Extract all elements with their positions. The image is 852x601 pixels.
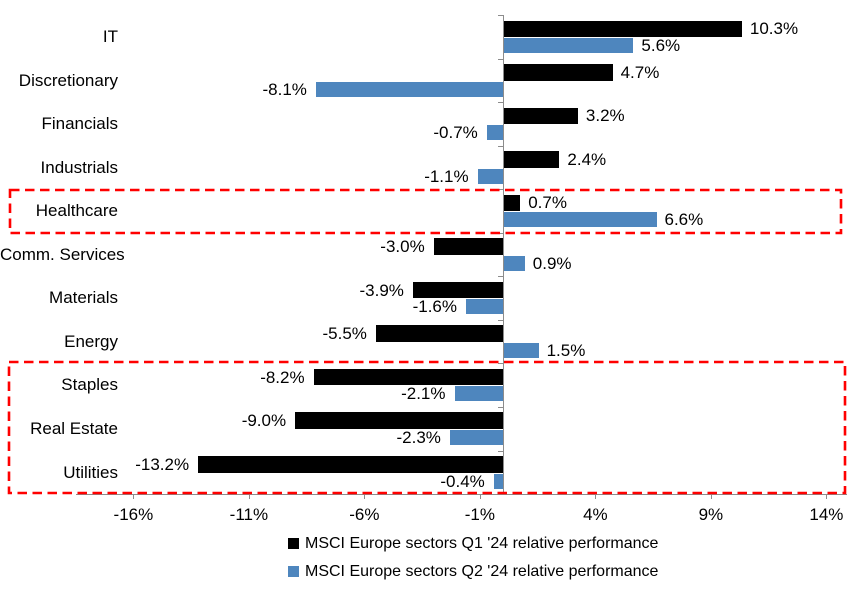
legend-label-q1: MSCI Europe sectors Q1 '24 relative perf… — [305, 535, 659, 552]
x-tick-label-neg16pct: -16% — [113, 505, 154, 524]
y-axis-tick — [498, 363, 503, 365]
value-label-q1-utilities: -13.2% — [135, 454, 190, 474]
y-axis-tick — [498, 58, 503, 60]
bar-q1-materials — [412, 281, 503, 299]
x-tick-label-neg6pct: -6% — [349, 505, 380, 524]
value-label-q1-energy: -5.5% — [322, 324, 367, 344]
bar-q2-energy — [504, 342, 539, 358]
category-label-staples: Staples — [61, 375, 118, 395]
category-label-it: IT — [102, 27, 118, 46]
bar-q1-industrials — [504, 151, 560, 168]
y-axis-line — [503, 15, 504, 494]
bar-q2-real-estate — [449, 429, 503, 445]
bar-q2-staples — [454, 386, 503, 402]
bar-q2-it — [504, 38, 634, 53]
value-label-q1-it: 10.3% — [749, 19, 799, 39]
bar-q2-utilities — [493, 473, 503, 489]
legend-swatch-q1-icon — [288, 538, 299, 549]
bar-q2-healthcare — [504, 212, 657, 228]
legend-item-q1: MSCI Europe sectors Q1 '24 relative perf… — [288, 534, 658, 553]
category-label-energy: Energy — [64, 331, 118, 351]
value-label-q1-discretionary: 4.7% — [620, 62, 660, 82]
value-label-q1-industrials: 2.4% — [567, 149, 607, 169]
value-label-q2-utilities: -0.4% — [440, 471, 485, 491]
x-axis-tick — [364, 493, 366, 499]
category-label-materials: Materials — [49, 288, 118, 308]
value-label-q1-comm-services: -3.0% — [380, 237, 425, 256]
bar-q2-comm-services — [504, 255, 525, 271]
value-label-q1-real-estate: -9.0% — [241, 411, 287, 431]
category-label-utilities: Utilities — [63, 462, 118, 482]
y-axis-tick — [498, 276, 503, 278]
value-label-q2-financials: -0.7% — [433, 123, 478, 143]
category-label-comm-services: Comm. Services — [0, 244, 125, 264]
y-axis-tick — [498, 406, 503, 408]
x-tick-label-4pct: 4% — [583, 505, 608, 524]
value-label-q2-energy: 1.5% — [546, 340, 586, 360]
value-label-q2-discretionary: -8.1% — [262, 79, 307, 99]
x-axis-line — [76, 493, 847, 495]
y-axis-tick — [498, 189, 503, 191]
value-label-q1-staples: -8.2% — [260, 367, 305, 387]
value-label-q1-financials: 3.2% — [585, 106, 625, 126]
bar-q2-discretionary — [315, 81, 503, 97]
y-axis-tick — [498, 450, 503, 452]
y-axis-tick — [498, 145, 503, 147]
x-axis-tick — [133, 493, 135, 499]
bar-q1-it — [504, 20, 742, 37]
value-label-q2-comm-services: 0.9% — [532, 253, 572, 273]
category-label-real-estate: Real Estate — [30, 418, 118, 438]
x-tick-label-9pct: 9% — [698, 505, 724, 524]
legend-label-q2: MSCI Europe sectors Q2 '24 relative perf… — [305, 563, 659, 580]
value-label-q1-healthcare: 0.7% — [528, 193, 567, 213]
x-tick-label-neg1pct: -1% — [464, 505, 495, 524]
bar-q1-staples — [313, 368, 503, 386]
bar-q2-industrials — [477, 168, 503, 184]
value-label-q2-it: 5.6% — [641, 36, 681, 55]
bar-q2-materials — [466, 299, 503, 315]
highlight-box-healthcare — [8, 188, 843, 235]
x-tick-label-14pct: 14% — [809, 505, 844, 524]
value-label-q2-materials: -1.6% — [412, 297, 457, 317]
chart-legend: MSCI Europe sectors Q1 '24 relative perf… — [288, 534, 658, 581]
y-axis-tick — [498, 319, 503, 321]
x-axis-tick — [479, 493, 481, 499]
legend-item-q2: MSCI Europe sectors Q2 '24 relative perf… — [288, 562, 658, 581]
bar-q1-financials — [504, 107, 578, 125]
y-axis-tick — [498, 102, 503, 104]
category-label-financials: Financials — [41, 114, 118, 134]
value-label-q2-staples: -2.1% — [401, 384, 446, 404]
bar-q2-financials — [486, 125, 503, 141]
x-axis-tick — [248, 493, 250, 499]
bar-q1-energy — [375, 325, 503, 342]
value-label-q1-materials: -3.9% — [359, 280, 404, 300]
category-label-healthcare: Healthcare — [35, 201, 118, 221]
y-axis-tick — [498, 15, 503, 16]
y-axis-tick — [498, 232, 503, 234]
value-label-q2-healthcare: 6.6% — [664, 210, 704, 230]
x-axis-tick — [595, 493, 597, 499]
x-axis-tick — [826, 493, 828, 499]
value-label-q2-real-estate: -2.3% — [396, 427, 441, 447]
x-axis-tick — [710, 493, 712, 499]
bar-q1-discretionary — [504, 64, 613, 81]
bar-q1-healthcare — [504, 194, 521, 212]
bar-q1-utilities — [198, 456, 503, 473]
category-label-discretionary: Discretionary — [18, 70, 118, 90]
bar-q1-comm-services — [433, 238, 503, 255]
value-label-q2-industrials: -1.1% — [424, 166, 469, 186]
category-label-industrials: Industrials — [40, 157, 118, 177]
legend-swatch-q2-icon — [288, 566, 299, 577]
x-tick-label-neg11pct: -11% — [229, 505, 269, 524]
bar-q1-real-estate — [295, 412, 503, 429]
